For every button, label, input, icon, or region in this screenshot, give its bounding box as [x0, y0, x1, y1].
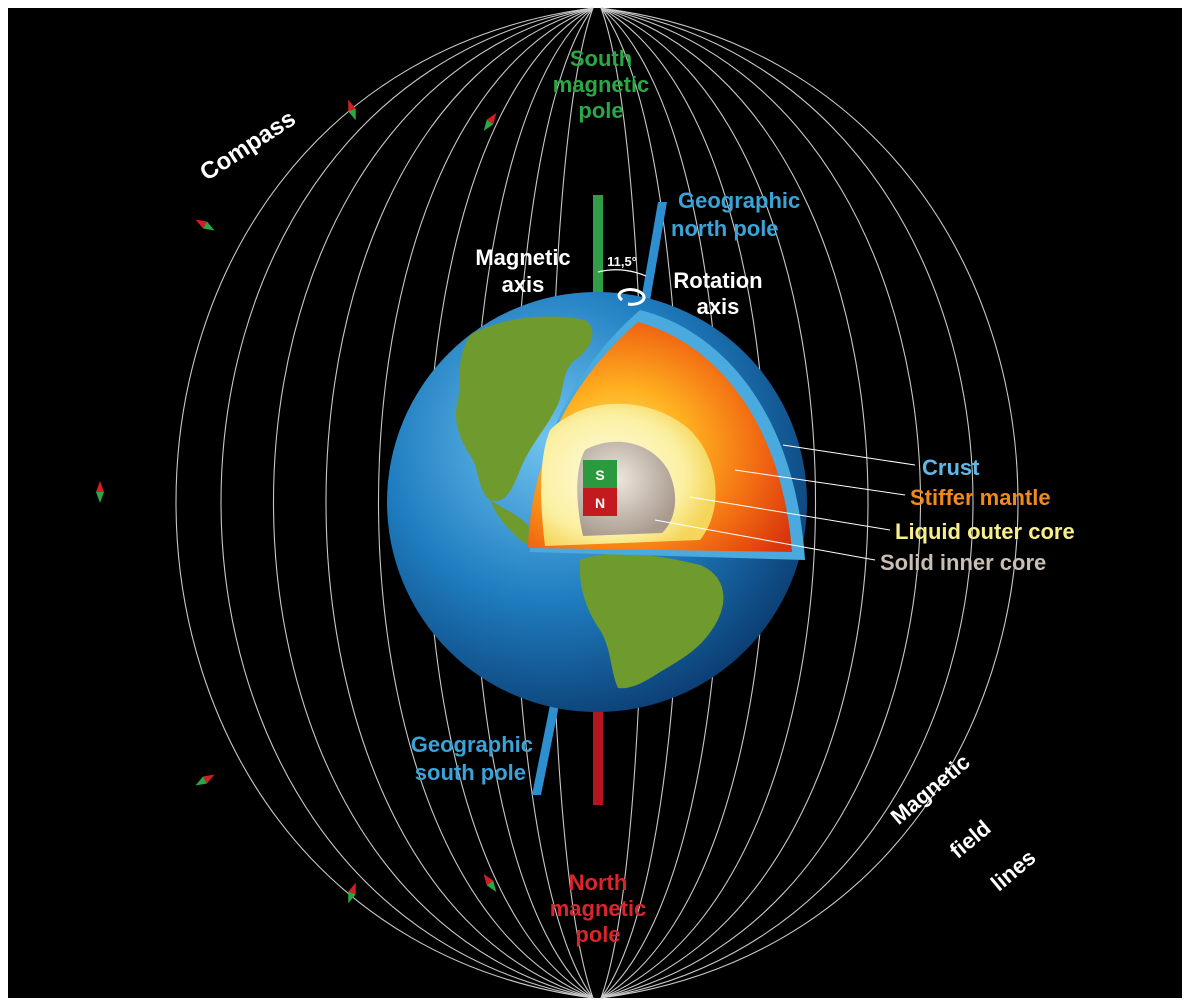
rotation-arrow-icon: [617, 288, 646, 306]
svg-text:Magnetic: Magnetic: [475, 245, 570, 270]
magnetic-axis-label: Magnetic axis: [475, 245, 570, 297]
svg-text:Rotation: Rotation: [673, 268, 762, 293]
magnetic-axis-top: [593, 195, 603, 315]
svg-text:magnetic: magnetic: [550, 896, 647, 921]
svg-text:south pole: south pole: [415, 760, 526, 785]
angle-label: 11,5°: [607, 254, 637, 269]
svg-text:pole: pole: [575, 922, 620, 947]
north-america-landmass: [455, 316, 593, 501]
magnetic-field-lines: [175, 7, 1019, 999]
svg-text:axis: axis: [502, 272, 545, 297]
field-line: [600, 7, 869, 999]
compass-needle-icon: [483, 112, 497, 132]
geographic-south-pole-label: Geographic south pole: [411, 732, 533, 785]
svg-text:South: South: [570, 46, 632, 71]
angle-arc: [597, 269, 647, 277]
compass-needle-icon: [96, 481, 104, 503]
compass-needle-icon: [483, 873, 497, 893]
field-line: [175, 7, 594, 999]
field-line: [273, 7, 594, 999]
rotation-axis-bottom: [532, 695, 561, 795]
field-line: [600, 7, 817, 999]
field-line: [600, 7, 921, 999]
magnet-south-block: [583, 460, 617, 488]
solid-inner-core-label: Solid inner core: [880, 550, 1046, 575]
field-line: [600, 7, 974, 999]
compass-needles: [96, 99, 497, 904]
field-line: [600, 7, 1019, 999]
stiffer-mantle-label: Stiffer mantle: [910, 485, 1051, 510]
south-america-landmass: [579, 553, 724, 689]
svg-text:axis: axis: [697, 294, 740, 319]
field-line: [220, 7, 594, 999]
svg-text:pole: pole: [578, 98, 623, 123]
svg-text:magnetic: magnetic: [553, 72, 650, 97]
svg-text:Geographic: Geographic: [411, 732, 533, 757]
compass-needle-icon: [195, 774, 215, 786]
compass-needle-icon: [348, 882, 356, 904]
geographic-north-pole-label: Geographic north pole: [671, 188, 800, 241]
svg-text:north pole: north pole: [671, 216, 779, 241]
layer-leader-lines: [654, 444, 916, 561]
liquid-outer-core-label: Liquid outer core: [895, 519, 1075, 544]
svg-text:Geographic: Geographic: [678, 188, 800, 213]
magnetic-axis-bottom: [593, 695, 603, 805]
rotation-axis-label: Rotation axis: [673, 268, 762, 319]
south-magnetic-pole-label: South magnetic pole: [553, 46, 650, 123]
magnet-n-label: N: [595, 495, 605, 511]
earth: S N: [387, 269, 807, 712]
central-america-landmass: [490, 500, 533, 544]
compass-needle-icon: [348, 99, 356, 121]
compass-needle-icon: [195, 219, 215, 231]
crust-label: Crust: [922, 455, 980, 480]
magnet-north-block: [583, 488, 617, 516]
svg-text:North: North: [569, 870, 628, 895]
rotation-axis-top: [638, 202, 667, 318]
north-magnetic-pole-label: North magnetic pole: [550, 870, 647, 947]
field-line: [377, 7, 594, 999]
field-line: [325, 7, 594, 999]
magnet-s-label: S: [595, 467, 604, 483]
